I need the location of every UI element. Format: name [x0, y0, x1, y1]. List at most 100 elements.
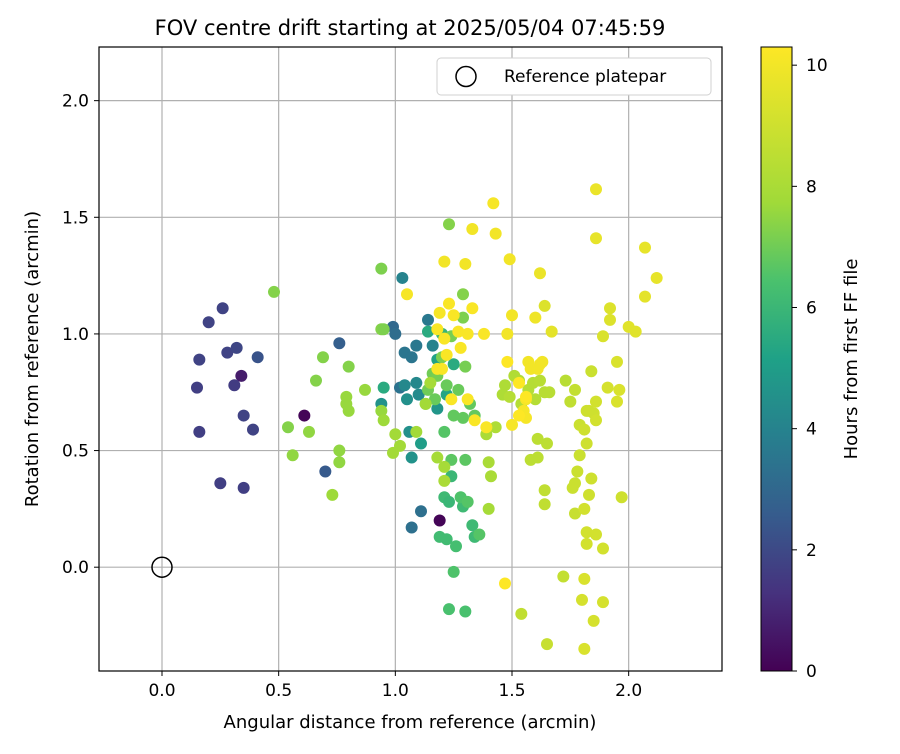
scatter-point — [447, 409, 460, 422]
scatter-point — [501, 355, 514, 368]
legend-box — [436, 57, 712, 96]
x-axis-ticks: 0.0 0.5 1.0 1.5 2.0 — [148, 671, 642, 701]
scatter-point — [480, 421, 493, 434]
scatter-point — [342, 360, 355, 373]
colorbar-tick-label: 10 — [806, 56, 828, 76]
scatter-point — [405, 451, 418, 464]
scatter-point — [359, 383, 371, 396]
scatter-point — [412, 388, 425, 401]
scatter-point — [482, 502, 495, 515]
scatter-point — [431, 402, 444, 415]
scatter-point — [401, 288, 413, 301]
scatter-point — [459, 360, 472, 373]
scatter-point — [452, 383, 465, 396]
scatter-point — [438, 332, 451, 345]
scatter-point — [405, 521, 418, 534]
scatter-point — [615, 491, 628, 504]
scatter-point — [438, 460, 451, 473]
x-tick-label: 1.0 — [382, 681, 409, 701]
scatter-point — [506, 418, 518, 431]
x-tick-label: 0.0 — [148, 681, 175, 701]
scatter-point — [375, 262, 388, 275]
scatter-point — [578, 642, 591, 655]
scatter-point — [398, 379, 411, 392]
scatter-point — [585, 365, 598, 378]
scatter-point — [251, 351, 264, 364]
scatter-point — [611, 395, 623, 408]
scatter-point — [191, 381, 203, 394]
scatter-point — [286, 449, 299, 462]
scatter-point — [597, 330, 609, 343]
scatter-point — [202, 316, 215, 329]
scatter-point — [333, 444, 346, 457]
scatter-point — [604, 302, 616, 315]
legend-entry-reference: Reference platepar — [504, 67, 666, 87]
scatter-point — [419, 397, 432, 410]
x-axis-label: Angular distance from reference (arcmin) — [224, 712, 597, 733]
scatter-point — [445, 393, 458, 406]
scatter-point — [534, 267, 546, 280]
scatter-point — [468, 414, 481, 427]
scatter-point — [541, 638, 553, 651]
scatter-point — [489, 421, 502, 434]
scatter-point — [541, 437, 553, 450]
scatter-point — [193, 353, 206, 366]
scatter-point — [466, 302, 479, 315]
scatter-point — [319, 465, 332, 478]
y-tick-label: 0.0 — [62, 558, 89, 578]
scatter-point — [377, 414, 390, 427]
scatter-point — [597, 542, 609, 555]
scatter-point — [193, 425, 206, 438]
scatter-point — [461, 393, 474, 406]
scatter-point — [569, 383, 581, 396]
scatter-point — [298, 409, 311, 422]
scatter-point — [457, 411, 469, 424]
scatter-point — [578, 502, 591, 515]
scatter-point — [410, 339, 423, 352]
scatter-point — [410, 425, 423, 438]
scatter-point — [216, 302, 229, 315]
scatter-point — [422, 325, 434, 338]
reference-platepar-marker — [151, 556, 173, 578]
scatter-point — [597, 596, 609, 609]
scatter-point — [506, 309, 518, 322]
scatter-point — [433, 306, 446, 319]
scatter-point — [440, 379, 453, 392]
scatter-point — [501, 327, 514, 340]
scatter-point — [461, 327, 474, 340]
legend: Reference platepar — [436, 57, 712, 96]
scatter-point — [333, 337, 346, 350]
x-tick-label: 0.5 — [265, 681, 292, 701]
scatter-point — [459, 453, 472, 466]
scatter-point — [629, 325, 642, 338]
scatter-point — [601, 381, 614, 394]
scatter-point — [457, 311, 469, 324]
colorbar-tick-label: 6 — [806, 299, 817, 319]
scatter-point — [443, 495, 455, 508]
scatter-point — [580, 437, 593, 450]
colorbar-tick-label: 4 — [806, 420, 817, 440]
plot-frame — [98, 46, 723, 672]
scatter-point — [473, 528, 486, 541]
colorbar-ticks: 0 2 4 6 8 10 — [792, 56, 828, 682]
scatter-point — [513, 409, 525, 422]
scatter-point — [443, 603, 455, 616]
scatter-point — [489, 227, 502, 240]
scatter-point — [282, 421, 294, 434]
scatter-point — [529, 311, 542, 324]
colorbar-tick-label: 2 — [806, 541, 817, 561]
scatter-point — [214, 477, 227, 490]
scatter-point — [576, 593, 588, 606]
scatter-point — [482, 456, 495, 469]
scatter-point — [415, 437, 427, 450]
scatter-point — [543, 386, 556, 399]
scatter-point — [583, 488, 595, 501]
scatter-point — [538, 498, 551, 511]
scatter-point — [447, 565, 460, 578]
scatter-point — [569, 477, 581, 490]
scatter-point — [237, 481, 250, 494]
scatter-point — [454, 341, 467, 354]
